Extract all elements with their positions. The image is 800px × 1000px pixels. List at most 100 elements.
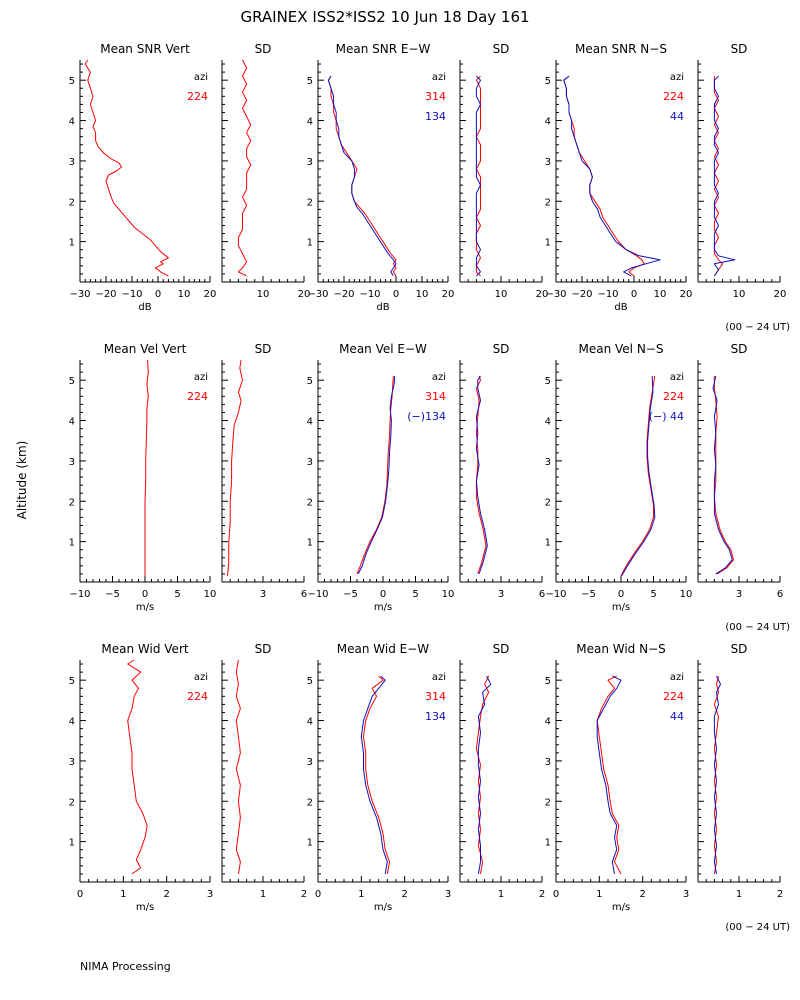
panel-1-series-red — [237, 59, 252, 277]
panel-14-legend-header: azi — [432, 672, 446, 683]
panel-1-title: SD — [255, 42, 272, 56]
panel-13-xtick-label: 1 — [260, 889, 266, 900]
panel-6-ytick-label: 4 — [69, 417, 75, 428]
panel-16: Mean Wid N−S 1 2 3 4 5 0 1 2 3 m/s azi 224 44 — [545, 642, 690, 913]
panel-8-xtick-label: 10 — [442, 589, 455, 600]
panel-15: SD 1 2 — [459, 642, 545, 900]
panel-11-xtick-label: 6 — [777, 589, 783, 600]
panel-4-series-blue — [563, 75, 661, 277]
panel-0-xtick-label: −20 — [95, 289, 116, 300]
panel-9-xtick-label: 3 — [498, 589, 504, 600]
panel-17: SD 1 2 — [697, 642, 783, 900]
panel-2: Mean SNR E−W 1 2 3 4 5 −30 −20 −10 0 10 20 dB azi 314 1… — [307, 42, 455, 313]
panel-14-ytick-label: 3 — [307, 757, 313, 768]
panel-12: Mean Wid Vert 1 2 3 4 5 0 1 2 3 m/s azi 224 — [69, 642, 214, 913]
panel-0-title: Mean SNR Vert — [100, 42, 190, 56]
panel-14-xtick-label: 2 — [401, 889, 407, 900]
panel-12-ytick-label: 5 — [69, 676, 75, 687]
panel-14-legend-entry-red: 314 — [425, 690, 446, 703]
panel-14-series-red — [363, 675, 390, 874]
panel-1-xtick-label: 20 — [298, 289, 311, 300]
panel-12-legend-entry-red: 224 — [187, 690, 208, 703]
panel-6-xtick-label: 10 — [204, 589, 217, 600]
panel-16-legend-header: azi — [670, 672, 684, 683]
panel-7-title: SD — [255, 342, 272, 356]
panel-7-xtick-label: 6 — [301, 589, 307, 600]
panel-6-ytick-label: 5 — [69, 376, 75, 387]
panel-7-xtick-label: 3 — [260, 589, 266, 600]
panel-4-xtick-label: −30 — [545, 289, 566, 300]
panel-6-ytick-label: 1 — [69, 538, 75, 549]
panel-2-series-blue — [327, 75, 397, 277]
panel-2-legend-entry-red: 314 — [425, 90, 446, 103]
panel-10: Mean Vel N−S 1 2 3 4 5 −10 −5 0 5 10 m/s azi 224 (−) 4… — [545, 342, 693, 613]
panel-12-title: Mean Wid Vert — [101, 642, 188, 656]
panel-0-xlabel: dB — [138, 302, 151, 313]
panel-12-xtick-label: 1 — [120, 889, 126, 900]
panel-2-ytick-label: 5 — [307, 76, 313, 87]
panel-3-series-red — [475, 75, 481, 277]
panel-3-title: SD — [493, 42, 510, 56]
panel-11-series-red — [713, 376, 734, 575]
panel-13: SD 1 2 — [221, 642, 307, 900]
panel-8-title: Mean Vel E−W — [339, 342, 427, 356]
panel-14-ytick-label: 2 — [307, 797, 313, 808]
panel-17-title: SD — [731, 642, 748, 656]
panel-15-xtick-label: 2 — [539, 889, 545, 900]
panel-4-xtick-label: 0 — [631, 289, 637, 300]
panel-1-xtick-label: 10 — [257, 289, 270, 300]
figure-title: GRAINEX ISS2*ISS2 10 Jun 18 Day 161 — [240, 8, 529, 26]
panel-10-xtick-label: −5 — [581, 589, 596, 600]
panel-2-title: Mean SNR E−W — [336, 42, 431, 56]
panel-6-xtick-label: −5 — [105, 589, 120, 600]
panel-10-legend-header: azi — [670, 372, 684, 383]
panel-17-xtick-label: 1 — [736, 889, 742, 900]
panel-8-xlabel: m/s — [374, 602, 392, 613]
panel-10-xtick-label: 0 — [618, 589, 624, 600]
panel-4-ytick-label: 3 — [545, 157, 551, 168]
panel-4-xlabel: dB — [614, 302, 627, 313]
panel-8-ytick-label: 5 — [307, 376, 313, 387]
panel-14-xlabel: m/s — [374, 902, 392, 913]
panel-2-ytick-label: 2 — [307, 197, 313, 208]
panel-10-legend-entry-blue: (−) 44 — [649, 410, 684, 423]
panel-2-xtick-label: 0 — [393, 289, 399, 300]
panel-3-series-blue — [475, 75, 481, 277]
panel-0: Mean SNR Vert 1 2 3 4 5 −30 −20 −10 0 10 20 dB azi 224 — [69, 42, 217, 313]
panel-10-xlabel: m/s — [612, 602, 630, 613]
y-axis-label: Altitude (km) — [15, 441, 29, 520]
panel-16-xtick-label: 1 — [596, 889, 602, 900]
panel-16-legend-entry-red: 224 — [663, 690, 684, 703]
panel-5-xtick-label: 20 — [774, 289, 787, 300]
panel-14-ytick-label: 1 — [307, 838, 313, 849]
panel-0-xtick-label: 10 — [178, 289, 191, 300]
panel-10-xtick-label: −10 — [545, 589, 566, 600]
panel-14-legend-entry-blue: 134 — [425, 710, 446, 723]
panel-6-xlabel: m/s — [136, 602, 154, 613]
panel-5: SD 10 20 — [697, 42, 787, 300]
panel-2-ytick-label: 1 — [307, 238, 313, 249]
panel-12-xtick-label: 0 — [77, 889, 83, 900]
panel-14-ytick-label: 4 — [307, 717, 313, 728]
panel-16-xlabel: m/s — [612, 902, 630, 913]
panel-2-xtick-label: −10 — [359, 289, 380, 300]
panel-12-series-red — [127, 659, 148, 875]
panel-8-series-red — [356, 376, 394, 575]
panel-4-ytick-label: 5 — [545, 76, 551, 87]
panel-16-legend-entry-blue: 44 — [670, 710, 684, 723]
panel-0-ytick-label: 3 — [69, 157, 75, 168]
panel-16-title: Mean Wid N−S — [576, 642, 666, 656]
panel-12-xlabel: m/s — [136, 902, 154, 913]
panel-1: SD 10 20 — [221, 42, 311, 300]
panel-16-xtick-label: 3 — [683, 889, 689, 900]
panel-6-legend-header: azi — [194, 372, 208, 383]
panel-14-ytick-label: 5 — [307, 676, 313, 687]
panel-4-legend-entry-blue: 44 — [670, 110, 684, 123]
panel-3-xtick-label: 10 — [495, 289, 508, 300]
panel-13-title: SD — [255, 642, 272, 656]
panel-2-legend-header: azi — [432, 72, 446, 83]
panel-6-title: Mean Vel Vert — [104, 342, 187, 356]
panel-12-ytick-label: 4 — [69, 717, 75, 728]
panel-8-ytick-label: 2 — [307, 497, 313, 508]
